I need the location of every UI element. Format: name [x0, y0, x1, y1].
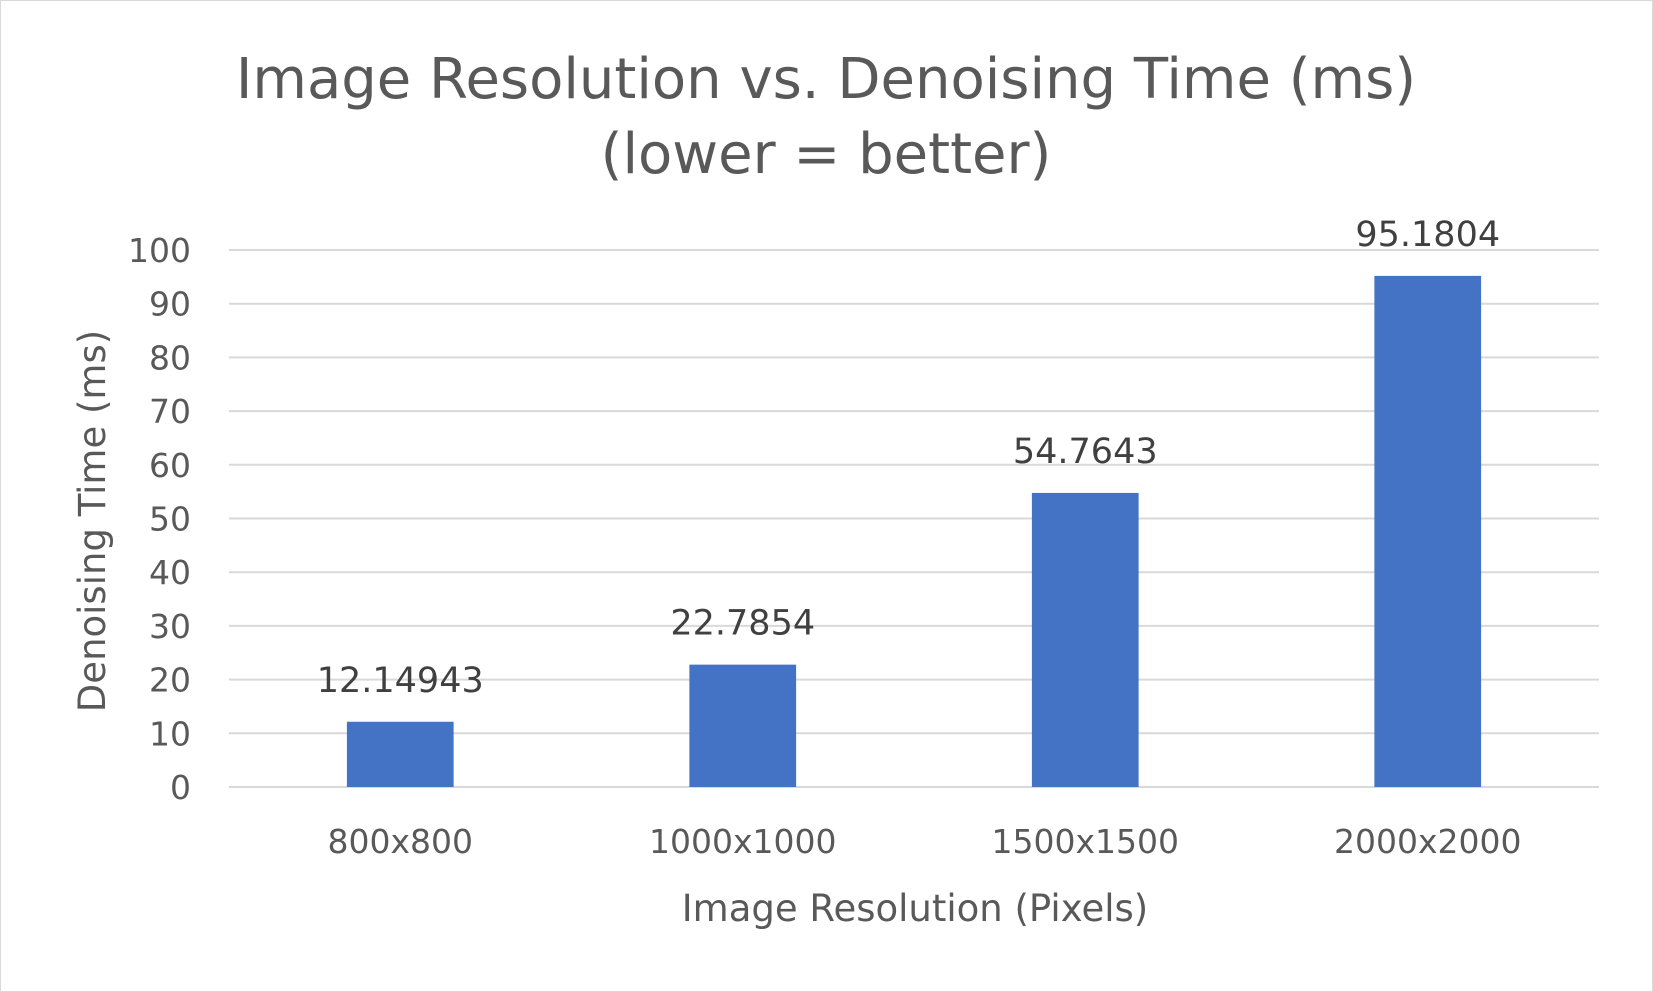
bars [346, 275, 1482, 787]
y-tick-label: 70 [149, 392, 191, 431]
y-tick-label: 10 [149, 714, 191, 753]
data-labels: 12.14943 22.7854 54.7643 95.1804 [317, 215, 1500, 701]
y-tick-label: 40 [149, 553, 191, 592]
y-tick-label: 20 [149, 661, 191, 700]
x-axis-title: Image Resolution (Pixels) [682, 887, 1148, 930]
x-tick-label: 1500x1500 [992, 822, 1180, 861]
y-tick-label: 30 [149, 607, 191, 646]
data-label: 95.1804 [1355, 215, 1500, 255]
chart-subtitle: (lower = better) [601, 122, 1052, 187]
y-axis-ticks: 0 10 20 30 40 50 60 70 80 90 100 [128, 231, 191, 807]
chart-title: Image Resolution vs. Denoising Time (ms) [236, 47, 1416, 112]
x-tick-label: 2000x2000 [1334, 822, 1522, 861]
y-tick-label: 60 [149, 446, 191, 485]
gridlines [229, 249, 1599, 788]
x-tick-label: 800x800 [327, 822, 473, 861]
x-tick-label: 1000x1000 [649, 822, 837, 861]
data-label: 54.7643 [1013, 432, 1158, 472]
data-label: 12.14943 [317, 661, 484, 701]
y-tick-label: 90 [149, 285, 191, 324]
y-axis-title: Denoising Time (ms) [71, 330, 114, 712]
bar [346, 721, 454, 787]
bar [1374, 275, 1482, 787]
bar [1031, 492, 1139, 787]
data-label: 22.7854 [670, 604, 815, 644]
y-tick-label: 50 [149, 500, 191, 539]
y-tick-label: 80 [149, 338, 191, 377]
bar [689, 664, 797, 787]
y-tick-label: 0 [170, 768, 191, 807]
x-axis-ticks: 800x800 1000x1000 1500x1500 2000x2000 [327, 822, 1521, 861]
y-tick-label: 100 [128, 231, 191, 270]
